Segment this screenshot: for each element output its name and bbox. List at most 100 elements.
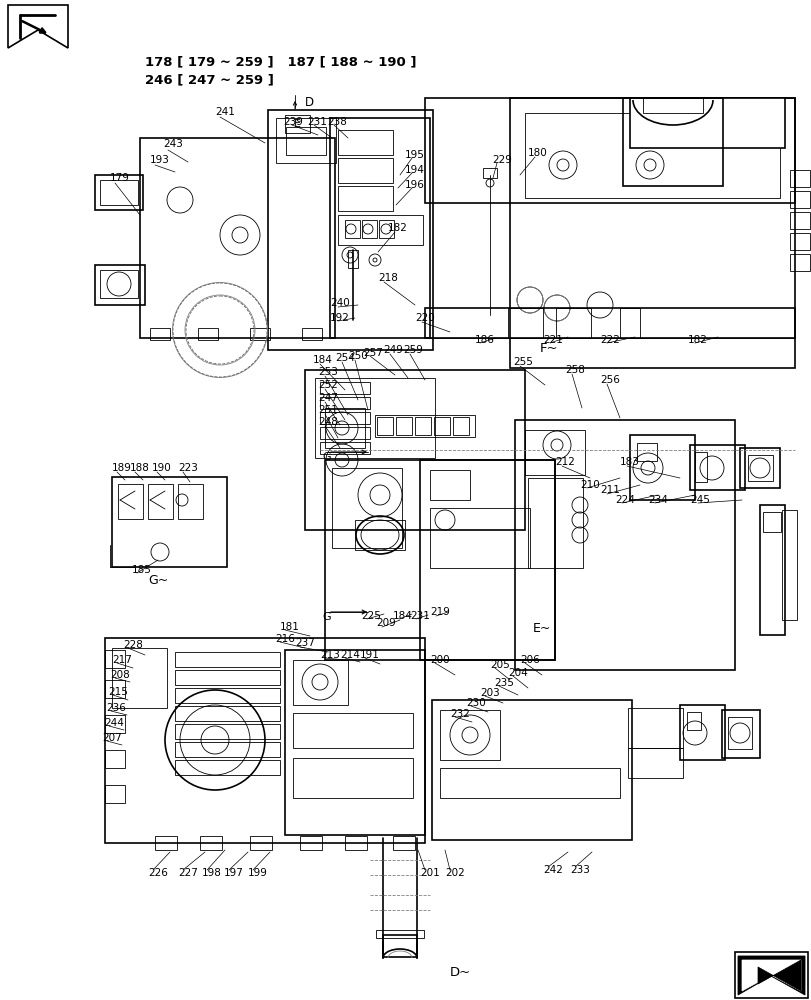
Bar [337,186,393,211]
Bar [375,930,423,938]
Bar [781,510,796,620]
Text: 188: 188 [130,463,150,473]
Text: 239: 239 [283,117,303,127]
Bar [178,484,203,519]
Text: 253: 253 [318,367,337,377]
Bar [556,308,590,338]
Text: E~: E~ [532,621,551,635]
Text: 184: 184 [312,355,333,365]
Text: 222: 222 [599,335,619,345]
Text: 224: 224 [614,495,634,505]
Text: 241: 241 [215,107,234,117]
Bar [721,710,759,758]
Bar [642,98,702,113]
Text: 236: 236 [106,703,126,713]
Bar [414,417,431,435]
Text: 194: 194 [405,165,424,175]
Bar [112,477,227,567]
Text: 249: 249 [383,345,402,355]
Bar [100,270,138,298]
Text: 190: 190 [152,463,172,473]
Text: 198: 198 [202,868,221,878]
Text: 231: 231 [410,611,429,621]
Text: 199: 199 [247,868,268,878]
Bar [789,191,809,208]
Text: G: G [322,452,330,462]
Bar [324,408,365,448]
Bar [376,417,393,435]
Text: 200: 200 [430,655,449,665]
Text: 232: 232 [449,709,470,719]
Bar [268,110,432,350]
Bar [739,448,779,488]
Bar [105,785,125,803]
Bar [375,415,474,437]
Bar [514,420,734,670]
Bar [789,233,809,250]
Text: E: E [293,119,300,129]
Polygon shape [757,960,800,991]
Bar [329,118,430,338]
Text: 210: 210 [579,480,599,490]
Text: 182: 182 [687,335,707,345]
Bar [354,520,405,550]
Text: 251: 251 [318,405,337,415]
Text: 209: 209 [375,618,395,628]
Text: 230: 230 [466,698,485,708]
Bar [337,158,393,183]
Bar [118,484,143,519]
Bar [747,455,772,481]
Text: 248: 248 [318,417,337,427]
Bar [175,742,280,757]
Bar [430,508,530,568]
Bar [694,452,706,482]
Bar [105,715,125,733]
Bar [276,118,336,163]
Text: 252: 252 [318,380,337,390]
Polygon shape [737,956,804,995]
Text: 186: 186 [474,335,494,345]
Bar [337,130,393,155]
Text: 242: 242 [543,865,562,875]
Bar [175,760,280,775]
Polygon shape [8,5,68,48]
Text: 215: 215 [108,687,127,697]
Bar [320,442,370,454]
Bar [620,308,639,338]
Bar [419,460,554,660]
Bar [320,382,370,394]
Text: 220: 220 [414,313,434,323]
Text: G: G [322,612,330,622]
Bar [362,220,376,238]
Bar [762,512,780,532]
Bar [200,836,221,850]
Bar [734,952,807,998]
Text: 184: 184 [393,611,412,621]
Text: 191: 191 [359,650,380,660]
Bar [332,468,401,548]
Bar [105,650,125,668]
Text: 243: 243 [163,139,182,149]
Text: G~: G~ [148,574,168,586]
Text: 205: 205 [489,660,509,670]
Text: 254: 254 [335,353,354,363]
Text: 206: 206 [519,655,539,665]
Bar [148,484,173,519]
Bar [379,220,393,238]
Text: 227: 227 [178,868,198,878]
Bar [509,98,794,368]
Bar [175,724,280,739]
Text: 245: 245 [689,495,709,505]
Text: 183: 183 [620,457,639,467]
Bar [396,417,411,435]
Bar [393,836,414,850]
Bar [299,836,322,850]
Text: 179: 179 [109,173,130,183]
Bar [320,397,370,409]
Bar [686,712,700,730]
Bar [440,768,620,798]
Text: 193: 193 [150,155,169,165]
Bar [285,115,310,133]
Text: 202: 202 [444,868,464,878]
Bar [453,417,469,435]
